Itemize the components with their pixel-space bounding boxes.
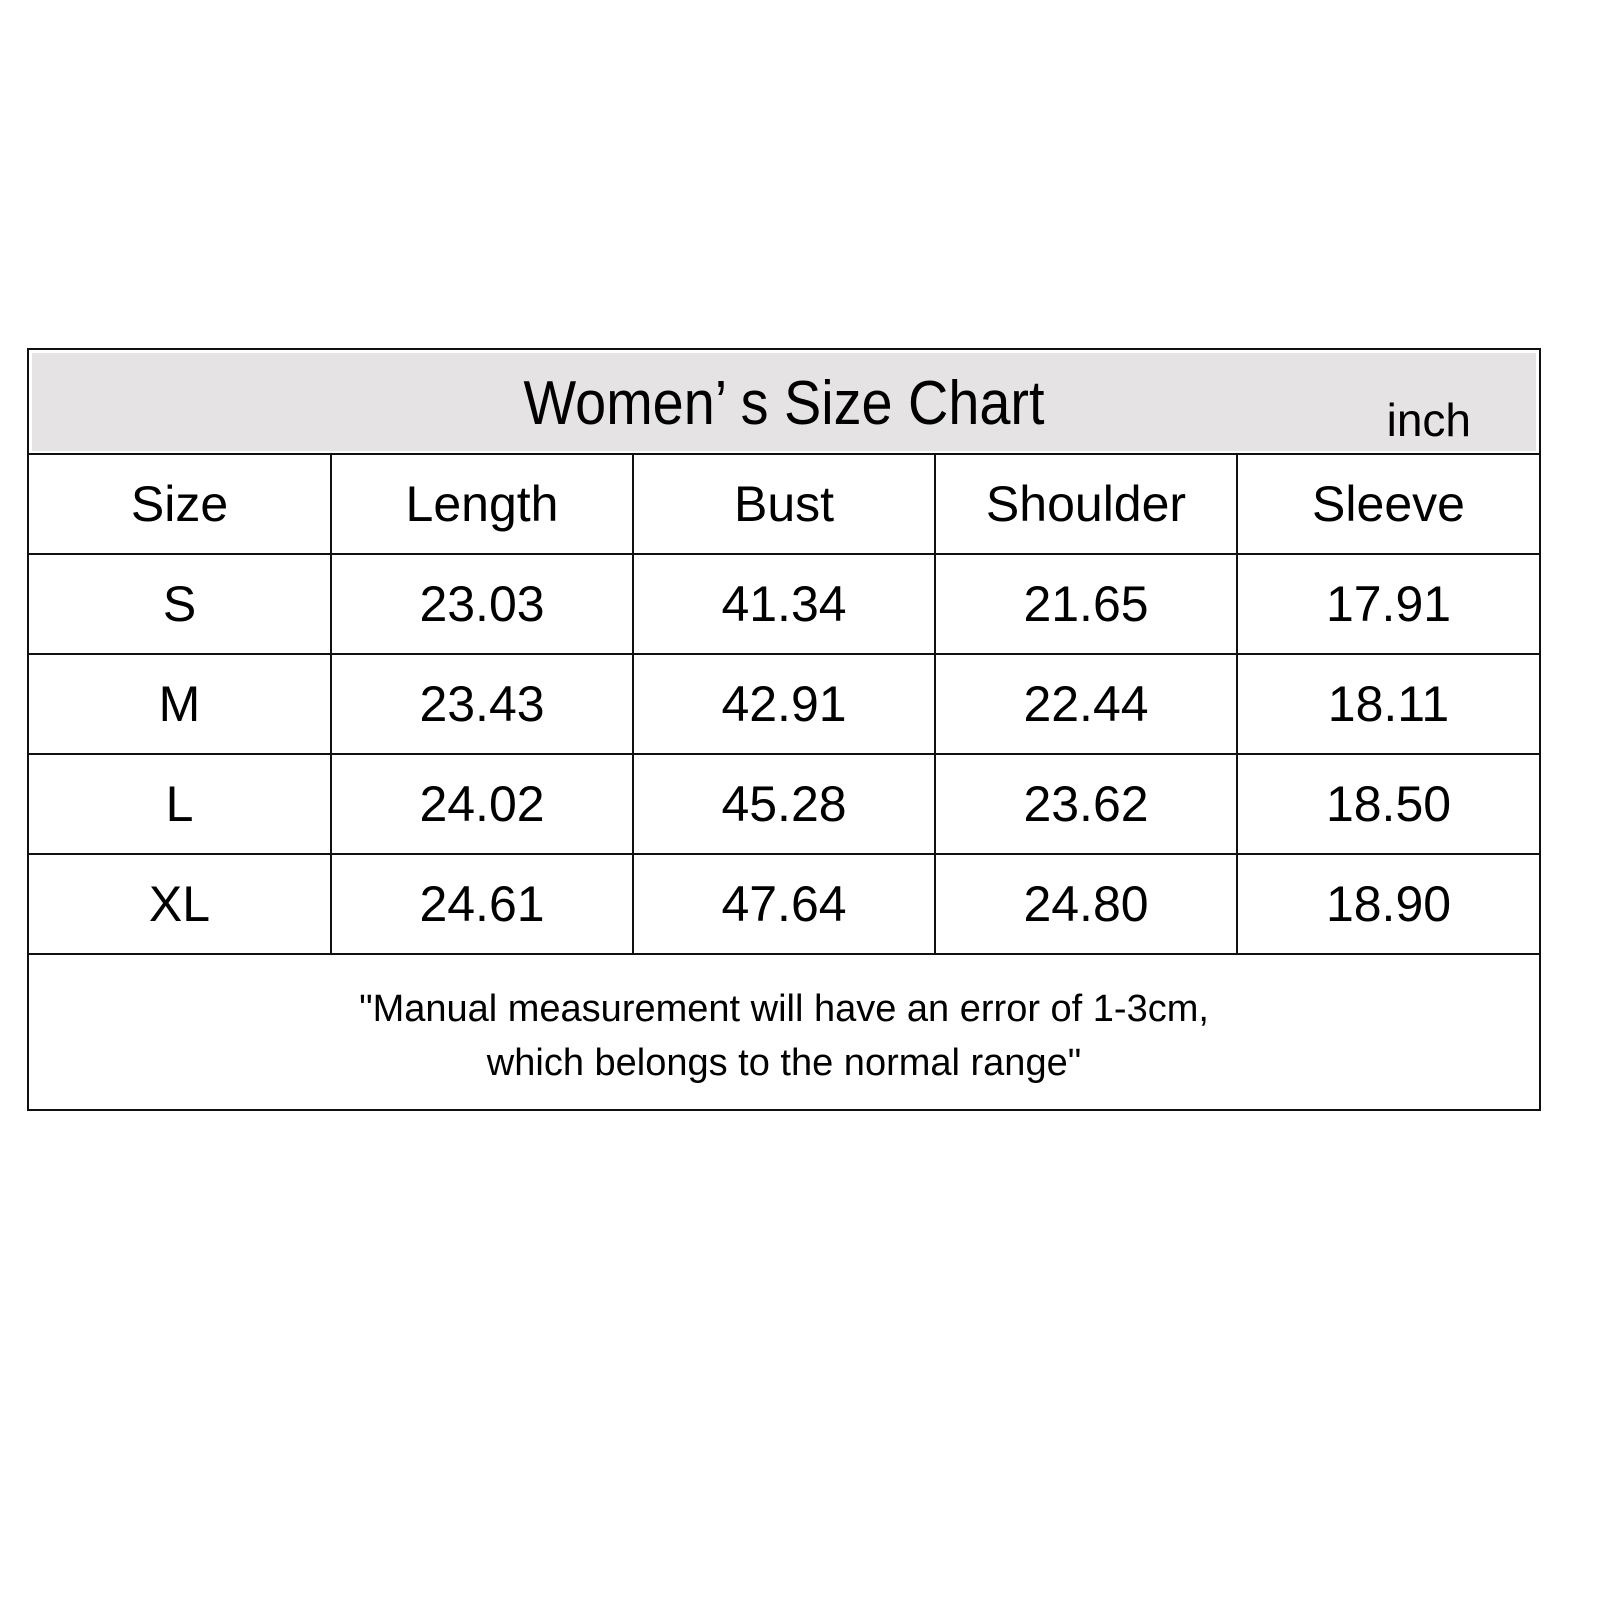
cell: 23.62 xyxy=(934,753,1238,855)
column-header: Size xyxy=(29,453,332,555)
cell: 22.44 xyxy=(934,653,1238,755)
table-row: L 24.02 45.28 23.62 18.50 xyxy=(29,753,1539,855)
size-chart: Women’ s Size Chart inch Size Length Bus… xyxy=(27,348,1541,1111)
cell: 42.91 xyxy=(632,653,936,755)
note-line: which belongs to the normal range" xyxy=(486,1042,1082,1084)
chart-title: Women’ s Size Chart xyxy=(523,369,1045,438)
cell: 23.43 xyxy=(330,653,634,755)
cell: XL xyxy=(29,853,332,955)
cell: 45.28 xyxy=(632,753,936,855)
cell: 17.91 xyxy=(1236,553,1539,655)
column-header: Bust xyxy=(632,453,936,555)
note-line: "Manual measurement will have an error o… xyxy=(359,988,1209,1030)
cell: 18.11 xyxy=(1236,653,1539,755)
table-row: M 23.43 42.91 22.44 18.11 xyxy=(29,653,1539,755)
cell: 47.64 xyxy=(632,853,936,955)
size-table: Size Length Bust Shoulder Sleeve S 23.03… xyxy=(29,453,1539,955)
cell: 24.80 xyxy=(934,853,1238,955)
cell: S xyxy=(29,553,332,655)
cell: 18.50 xyxy=(1236,753,1539,855)
cell: M xyxy=(29,653,332,755)
table-row: S 23.03 41.34 21.65 17.91 xyxy=(29,553,1539,655)
cell: 24.61 xyxy=(330,853,634,955)
cell: L xyxy=(29,753,332,855)
table-row: XL 24.61 47.64 24.80 18.90 xyxy=(29,853,1539,955)
unit-label: inch xyxy=(1386,394,1471,446)
column-header: Shoulder xyxy=(934,453,1238,555)
cell: 21.65 xyxy=(934,553,1238,655)
title-band xyxy=(29,350,1539,453)
header-row: Size Length Bust Shoulder Sleeve xyxy=(29,453,1539,555)
column-header: Sleeve xyxy=(1236,453,1539,555)
cell: 41.34 xyxy=(632,553,936,655)
cell: 23.03 xyxy=(330,553,634,655)
cell: 24.02 xyxy=(330,753,634,855)
cell: 18.90 xyxy=(1236,853,1539,955)
column-header: Length xyxy=(330,453,634,555)
measurement-note: "Manual measurement will have an error o… xyxy=(29,962,1539,1109)
